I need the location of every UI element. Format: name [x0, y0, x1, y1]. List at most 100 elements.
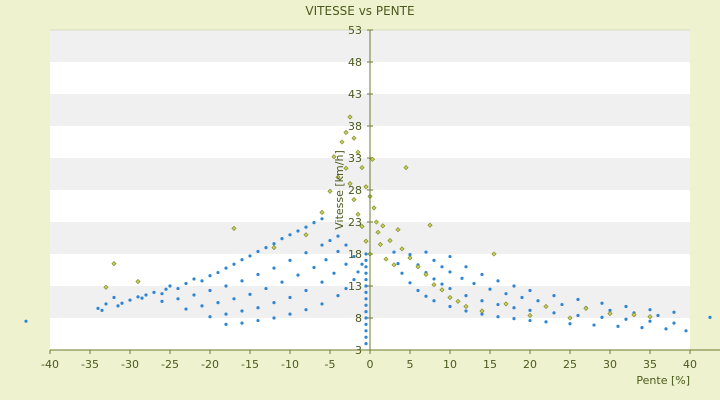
data-point [448, 254, 452, 259]
data-point [320, 280, 324, 284]
data-point [331, 154, 337, 160]
data-point [111, 261, 117, 267]
data-point [583, 305, 589, 311]
data-point [364, 278, 368, 282]
data-point [364, 252, 368, 256]
data-point [264, 246, 268, 250]
data-point [616, 324, 620, 328]
data-point [112, 295, 116, 300]
data-point [664, 327, 668, 331]
y-axis-label: Vitesse [km/h] [333, 150, 346, 230]
data-point [351, 197, 357, 203]
data-point [303, 232, 309, 238]
data-point [135, 278, 141, 285]
data-point [208, 315, 212, 319]
data-point [512, 306, 516, 310]
data-point [160, 299, 164, 303]
data-point [568, 322, 572, 326]
data-point [528, 288, 532, 293]
data-point [656, 313, 660, 318]
data-point [288, 233, 292, 237]
data-point [312, 221, 316, 225]
x-tick-label: -30 [121, 358, 139, 371]
data-point [647, 314, 653, 320]
y-tick-label: 33 [348, 152, 362, 165]
data-point [128, 298, 132, 302]
data-point [512, 284, 516, 288]
data-point [383, 256, 389, 262]
series-0 [24, 217, 712, 346]
x-tick-label: -10 [281, 358, 299, 371]
data-point [184, 281, 188, 286]
data-point [136, 295, 140, 299]
data-point [240, 258, 244, 262]
data-point [592, 323, 596, 327]
data-point [224, 312, 228, 316]
data-point [336, 249, 340, 254]
data-point [168, 284, 172, 288]
data-point [356, 270, 360, 274]
data-point [552, 294, 556, 298]
y-axis-ticks: 38131823283338434853 [348, 24, 373, 357]
data-point [176, 286, 180, 291]
data-point [552, 311, 556, 315]
x-axis-ticks: -40 -35 -30 -25 -20 -15 -10 -5 0 5 10 15 20 25 30 35 40 [41, 350, 697, 371]
y-tick-label: 28 [348, 184, 362, 197]
data-point [631, 312, 637, 318]
data-point [256, 249, 260, 254]
data-point [460, 276, 464, 280]
data-point [231, 225, 237, 231]
data-point [432, 299, 436, 303]
data-point [256, 272, 260, 277]
x-tick-label: 0 [367, 358, 374, 371]
data-point [364, 290, 368, 294]
data-point [324, 258, 328, 262]
x-tick-label: 5 [407, 358, 414, 371]
data-point [140, 296, 144, 300]
x-tick-label: 15 [483, 358, 497, 371]
data-point [496, 279, 500, 283]
data-point [160, 292, 164, 296]
data-point [520, 295, 524, 300]
data-point [364, 284, 368, 288]
data-point [327, 188, 333, 194]
x-tick-label: -20 [201, 358, 219, 371]
data-point [272, 301, 276, 305]
x-tick-label: 35 [643, 358, 657, 371]
data-point [648, 319, 652, 323]
data-point [536, 299, 540, 303]
data-point [576, 297, 580, 302]
data-point [391, 262, 397, 268]
data-point [448, 304, 452, 309]
x-axis-label: Pente [%] [636, 374, 690, 387]
data-point [364, 310, 368, 314]
data-point [200, 304, 204, 308]
data-point [344, 286, 348, 291]
data-point [351, 135, 357, 141]
data-point [240, 279, 244, 283]
data-point [364, 335, 368, 339]
data-point [352, 278, 356, 282]
x-tick-label: -15 [241, 358, 259, 371]
data-point [200, 279, 204, 283]
data-point [224, 322, 228, 326]
data-point [480, 272, 484, 277]
data-point [216, 270, 220, 275]
data-point [364, 303, 368, 307]
data-point [288, 258, 292, 262]
data-point [364, 316, 368, 320]
data-point [355, 149, 361, 155]
data-point [304, 251, 308, 255]
data-point [164, 287, 168, 291]
data-point [408, 281, 412, 285]
data-point [363, 238, 369, 244]
data-point [440, 282, 444, 286]
data-point [120, 301, 124, 305]
data-point [624, 304, 628, 309]
data-point [364, 258, 368, 262]
data-point [567, 315, 573, 321]
data-point [336, 294, 340, 298]
y-tick-label: 38 [348, 120, 362, 133]
data-point [600, 301, 604, 305]
data-point [432, 277, 436, 281]
